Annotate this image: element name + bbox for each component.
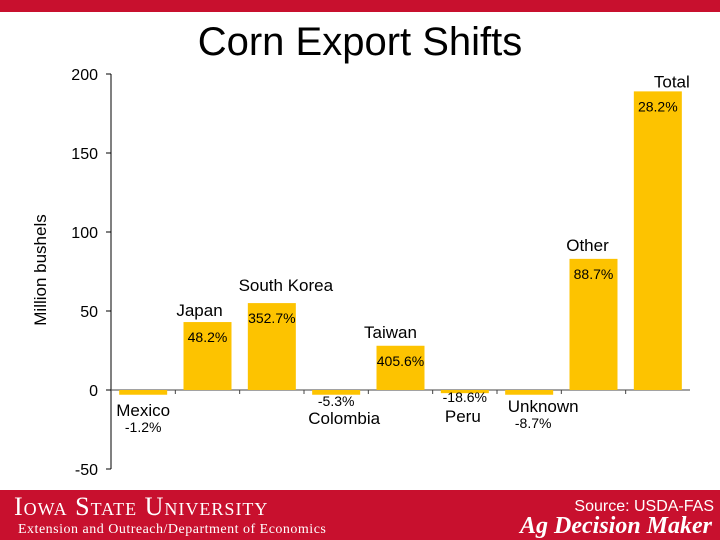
change-label: 405.6%	[377, 353, 424, 369]
category-label: Unknown	[508, 397, 579, 416]
y-tick-label: 100	[71, 225, 98, 242]
category-label: Japan	[176, 301, 222, 320]
bar-colombia	[312, 390, 361, 395]
y-tick-label: -50	[75, 462, 98, 479]
category-label: Colombia	[308, 409, 380, 428]
bar-mexico	[119, 390, 168, 395]
bar-chart: 200 150 100 50 0 -50 Million bushels Mexico-1.2…	[31, 67, 690, 479]
change-label: 48.2%	[188, 329, 228, 345]
source-text: Source: USDA-FAS	[574, 498, 714, 515]
y-axis-label: Million bushels	[31, 214, 50, 326]
bar-other	[569, 258, 618, 390]
y-tick-label: 0	[89, 383, 98, 400]
category-label: Peru	[445, 407, 481, 426]
bar-unknown	[505, 390, 554, 395]
y-tick-label: 50	[80, 304, 98, 321]
category-label: Total	[654, 72, 690, 91]
change-label: -8.7%	[515, 415, 552, 431]
y-tick-label: 150	[71, 146, 98, 163]
category-label: Other	[566, 236, 609, 255]
bar-peru	[440, 390, 489, 394]
change-label: 352.7%	[248, 310, 295, 326]
brand-logo-text: Ag Decision Maker	[520, 513, 712, 539]
university-logo-text: Iowa State University	[14, 492, 269, 521]
change-label: -5.3%	[318, 393, 355, 409]
category-label: South Korea	[239, 276, 334, 295]
footer-bar: Iowa State University Extension and Outr…	[0, 490, 720, 540]
category-label: Mexico	[116, 401, 170, 420]
change-label: -18.6%	[443, 389, 487, 405]
y-tick-label: 200	[71, 67, 98, 84]
chart-title: Corn Export Shifts	[197, 20, 523, 64]
change-label: 88.7%	[574, 266, 614, 282]
change-label: 28.2%	[638, 98, 678, 114]
bar-japan	[183, 322, 232, 390]
category-label: Taiwan	[364, 323, 417, 342]
top-accent-bar	[0, 0, 720, 12]
bar-total	[633, 91, 682, 390]
department-text: Extension and Outreach/Department of Eco…	[18, 522, 327, 537]
bar-south-korea	[247, 303, 296, 390]
bar-taiwan	[376, 345, 425, 390]
change-label: -1.2%	[125, 419, 162, 435]
